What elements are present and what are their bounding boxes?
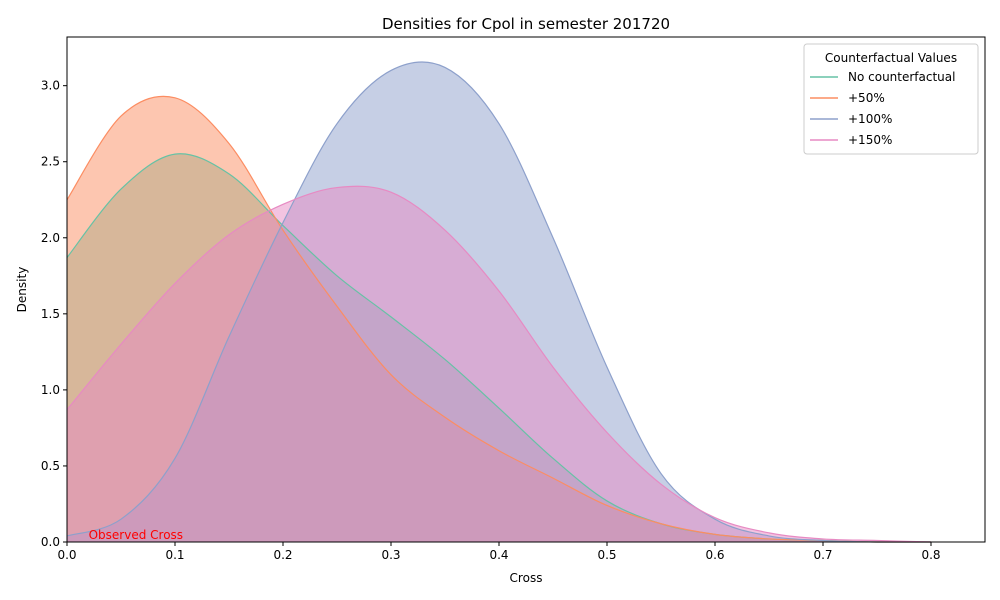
x-tick-label: 0.3 bbox=[381, 548, 400, 562]
x-tick-label: 0.8 bbox=[921, 548, 940, 562]
observed-annotation: Observed Cross bbox=[89, 528, 183, 542]
legend: Counterfactual Values No counterfactual +… bbox=[803, 43, 979, 155]
y-tick-label: 2.5 bbox=[41, 155, 60, 169]
x-tick-label: 0.7 bbox=[813, 548, 832, 562]
y-tick-label: 0.5 bbox=[41, 459, 60, 473]
y-tick-label: 2.0 bbox=[41, 231, 60, 245]
x-tick-label: 0.0 bbox=[57, 548, 76, 562]
y-tick-label: 0.0 bbox=[41, 535, 60, 549]
x-tick-label: 0.5 bbox=[597, 548, 616, 562]
x-tick-label: 0.6 bbox=[705, 548, 724, 562]
area-series-3 bbox=[67, 186, 931, 542]
y-tick-label: 1.0 bbox=[41, 383, 60, 397]
series-areas bbox=[67, 61, 931, 543]
line-series-1 bbox=[66, 95, 931, 543]
legend-items: No counterfactual +50% +100% +150% bbox=[810, 70, 955, 147]
x-tick-label: 0.4 bbox=[489, 548, 508, 562]
x-tick-label: 0.1 bbox=[165, 548, 184, 562]
x-tick-label: 0.2 bbox=[273, 548, 292, 562]
legend-label: No counterfactual bbox=[848, 70, 955, 84]
y-tick-label: 1.5 bbox=[41, 307, 60, 321]
plot-frame bbox=[66, 36, 986, 543]
x-axis-label: Cross bbox=[510, 571, 543, 585]
x-axis-ticks: 0.0 0.1 0.2 0.3 0.4 0.5 0.6 0.7 0.8 bbox=[57, 542, 941, 562]
legend-title: Counterfactual Values bbox=[825, 51, 957, 65]
line-series-2 bbox=[66, 61, 931, 543]
legend-label: +50% bbox=[848, 91, 885, 105]
y-axis-label: Density bbox=[15, 267, 29, 313]
legend-label: +100% bbox=[848, 112, 892, 126]
series-lines bbox=[66, 61, 932, 543]
y-tick-label: 3.0 bbox=[41, 79, 60, 93]
y-axis-ticks: 0.0 0.5 1.0 1.5 2.0 2.5 3.0 bbox=[41, 79, 67, 549]
chart-title: Densities for Cpol in semester 201720 bbox=[382, 15, 670, 33]
line-series-3 bbox=[66, 185, 932, 543]
legend-label: +150% bbox=[848, 133, 892, 147]
legend-box bbox=[803, 43, 979, 155]
